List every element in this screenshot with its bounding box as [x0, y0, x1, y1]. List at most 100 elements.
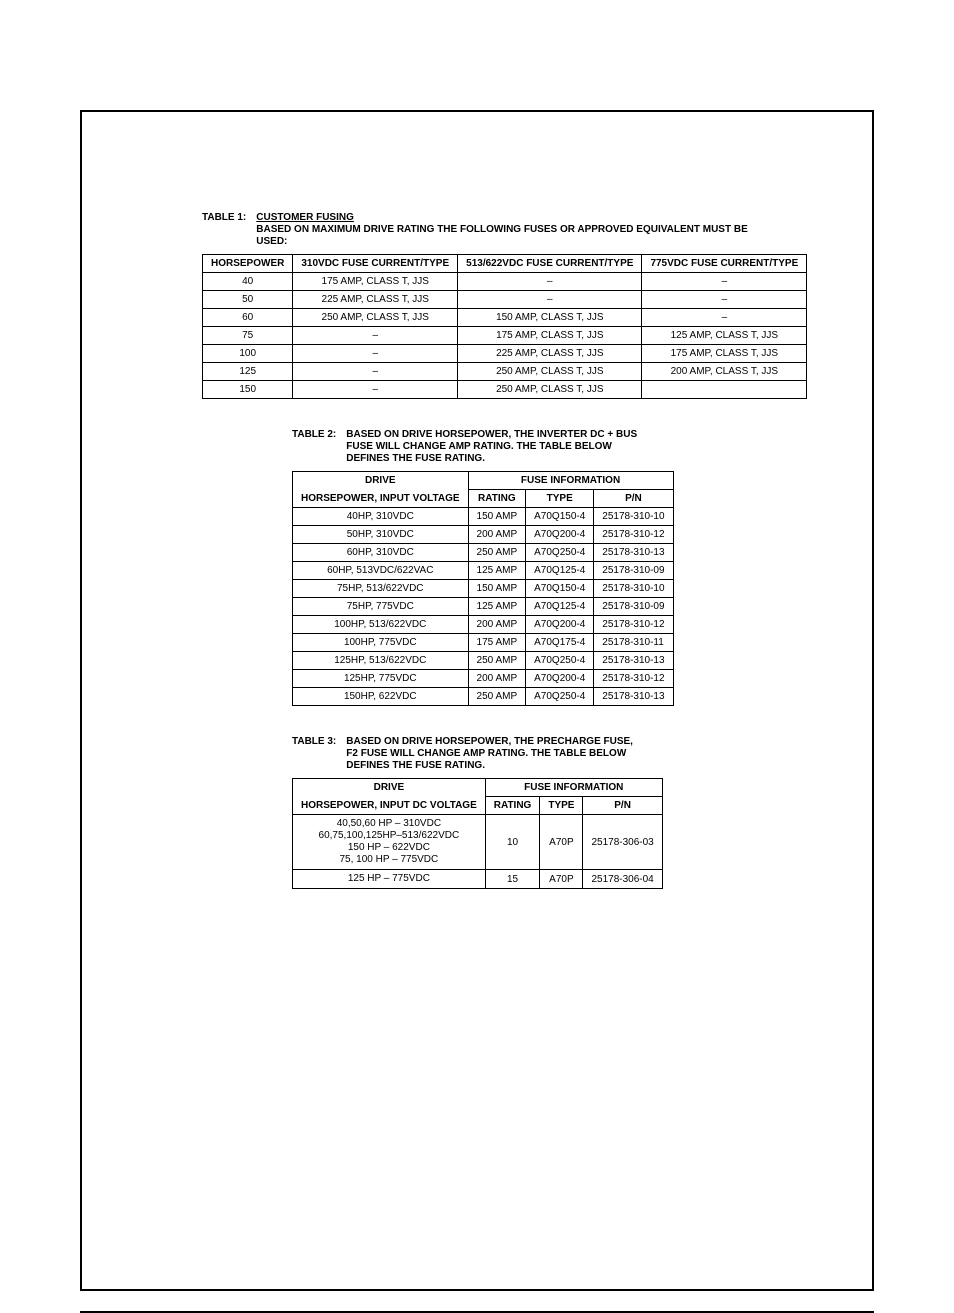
t3-col-type: TYPE [540, 797, 583, 815]
table-cell: 60HP, 513VDC/622VAC [293, 562, 469, 580]
table-cell: 225 AMP, CLASS T, JJS [293, 291, 458, 309]
table2-caption-text: BASED ON DRIVE HORSEPOWER, THE INVERTER … [346, 429, 646, 465]
table-cell: 100HP, 775VDC [293, 634, 469, 652]
table-row: 40HP, 310VDC150 AMPA70Q150-425178-310-10 [293, 508, 674, 526]
table-cell: 25178-306-04 [583, 870, 662, 889]
table-cell: 150 [203, 381, 293, 399]
table-cell: A70Q175-4 [526, 634, 594, 652]
table1-col-header: HORSEPOWER [203, 255, 293, 273]
table-cell: 150 AMP [468, 580, 526, 598]
table1-col-header: 775VDC FUSE CURRENT/TYPE [642, 255, 807, 273]
t3-header-drive: DRIVE [293, 779, 486, 797]
table-cell: A70Q150-4 [526, 580, 594, 598]
table-cell: 175 AMP [468, 634, 526, 652]
table3-section: TABLE 3: BASED ON DRIVE HORSEPOWER, THE … [292, 736, 852, 889]
table-row: 125 HP – 775VDC15A70P25178-306-04 [293, 870, 663, 889]
table-cell: 25178-310-12 [594, 616, 673, 634]
table3-caption-text: BASED ON DRIVE HORSEPOWER, THE PRECHARGE… [346, 736, 646, 772]
table-row: 40,50,60 HP – 310VDC60,75,100,125HP–513/… [293, 815, 663, 870]
table-cell: 125 AMP [468, 598, 526, 616]
table-cell: 175 AMP, CLASS T, JJS [458, 327, 642, 345]
table-cell: 25178-310-12 [594, 526, 673, 544]
table-cell: 25178-310-11 [594, 634, 673, 652]
t2-header-fuseinfo: FUSE INFORMATION [468, 472, 673, 490]
t3-header-sub: HORSEPOWER, INPUT DC VOLTAGE [293, 797, 486, 815]
table-row: 150HP, 622VDC250 AMPA70Q250-425178-310-1… [293, 688, 674, 706]
table-cell: 50HP, 310VDC [293, 526, 469, 544]
table-row: 125HP, 775VDC200 AMPA70Q200-425178-310-1… [293, 670, 674, 688]
table1-label: TABLE 1: [202, 212, 256, 248]
table-row: 75HP, 513/622VDC150 AMPA70Q150-425178-31… [293, 580, 674, 598]
table-row: 125–250 AMP, CLASS T, JJS200 AMP, CLASS … [203, 363, 807, 381]
table-cell: 200 AMP [468, 616, 526, 634]
table2-label: TABLE 2: [292, 429, 346, 465]
table-cell: A70Q200-4 [526, 670, 594, 688]
table1-col-header: 513/622VDC FUSE CURRENT/TYPE [458, 255, 642, 273]
table-cell: 225 AMP, CLASS T, JJS [458, 345, 642, 363]
table-cell: 150 AMP [468, 508, 526, 526]
table-cell: 175 AMP, CLASS T, JJS [642, 345, 807, 363]
table3-label: TABLE 3: [292, 736, 346, 772]
table-row: 40175 AMP, CLASS T, JJS–– [203, 273, 807, 291]
table-cell: A70Q200-4 [526, 526, 594, 544]
table-row: 60HP, 310VDC250 AMPA70Q250-425178-310-13 [293, 544, 674, 562]
table-cell: 40HP, 310VDC [293, 508, 469, 526]
table-cell: 25178-310-13 [594, 688, 673, 706]
table2: DRIVE FUSE INFORMATION HORSEPOWER, INPUT… [292, 471, 674, 706]
table-cell: – [293, 345, 458, 363]
t2-header-sub: HORSEPOWER, INPUT VOLTAGE [293, 490, 469, 508]
table-cell: 75HP, 513/622VDC [293, 580, 469, 598]
table2-section: TABLE 2: BASED ON DRIVE HORSEPOWER, THE … [292, 429, 852, 706]
table-cell: – [458, 291, 642, 309]
table-cell: 50 [203, 291, 293, 309]
table-cell: 25178-310-10 [594, 508, 673, 526]
table-cell: – [642, 273, 807, 291]
table2-caption: TABLE 2: BASED ON DRIVE HORSEPOWER, THE … [292, 429, 852, 465]
table-cell: 10 [485, 815, 540, 870]
table-cell: 150HP, 622VDC [293, 688, 469, 706]
table-cell: A70Q125-4 [526, 598, 594, 616]
table-cell: – [293, 381, 458, 399]
page-frame: TABLE 1: CUSTOMER FUSING BASED ON MAXIMU… [80, 110, 874, 1291]
table-cell: 125 AMP [468, 562, 526, 580]
table-cell: 100 [203, 345, 293, 363]
table1-subtitle: BASED ON MAXIMUM DRIVE RATING THE FOLLOW… [256, 224, 748, 247]
table-cell: – [642, 291, 807, 309]
table-row: 75HP, 775VDC125 AMPA70Q125-425178-310-09 [293, 598, 674, 616]
table-row: 100HP, 775VDC175 AMPA70Q175-425178-310-1… [293, 634, 674, 652]
table1-title: CUSTOMER FUSING [256, 212, 354, 223]
table-row: 50225 AMP, CLASS T, JJS–– [203, 291, 807, 309]
table-cell: 125 HP – 775VDC [293, 870, 486, 889]
table-row: 75–175 AMP, CLASS T, JJS125 AMP, CLASS T… [203, 327, 807, 345]
table-row: 60HP, 513VDC/622VAC125 AMPA70Q125-425178… [293, 562, 674, 580]
table-cell: 250 AMP [468, 652, 526, 670]
table-cell: A70Q250-4 [526, 688, 594, 706]
table-cell: 150 AMP, CLASS T, JJS [458, 309, 642, 327]
table-cell: 125HP, 513/622VDC [293, 652, 469, 670]
table3-caption: TABLE 3: BASED ON DRIVE HORSEPOWER, THE … [292, 736, 852, 772]
table-cell: A70Q125-4 [526, 562, 594, 580]
table-cell: 175 AMP, CLASS T, JJS [293, 273, 458, 291]
table-cell: 250 AMP [468, 544, 526, 562]
table3: DRIVE FUSE INFORMATION HORSEPOWER, INPUT… [292, 778, 663, 889]
table-cell: – [642, 309, 807, 327]
table-cell: 25178-310-13 [594, 544, 673, 562]
table-cell: 25178-310-09 [594, 562, 673, 580]
table-row: 150–250 AMP, CLASS T, JJS [203, 381, 807, 399]
table-cell: 40,50,60 HP – 310VDC60,75,100,125HP–513/… [293, 815, 486, 870]
table-cell: 250 AMP, CLASS T, JJS [458, 381, 642, 399]
table-row: 125HP, 513/622VDC250 AMPA70Q250-425178-3… [293, 652, 674, 670]
table-cell: 250 AMP, CLASS T, JJS [458, 363, 642, 381]
table-cell: – [293, 363, 458, 381]
table-cell: 25178-310-13 [594, 652, 673, 670]
table-cell: A70Q250-4 [526, 544, 594, 562]
table-cell: 200 AMP [468, 526, 526, 544]
t3-header-fuseinfo: FUSE INFORMATION [485, 779, 662, 797]
table1-header-row: HORSEPOWER310VDC FUSE CURRENT/TYPE513/62… [203, 255, 807, 273]
table-cell: 125HP, 775VDC [293, 670, 469, 688]
t2-col-rating: RATING [468, 490, 526, 508]
table1: HORSEPOWER310VDC FUSE CURRENT/TYPE513/62… [202, 254, 807, 399]
table-cell: 15 [485, 870, 540, 889]
table1-section: TABLE 1: CUSTOMER FUSING BASED ON MAXIMU… [202, 212, 752, 399]
t2-col-pn: P/N [594, 490, 673, 508]
